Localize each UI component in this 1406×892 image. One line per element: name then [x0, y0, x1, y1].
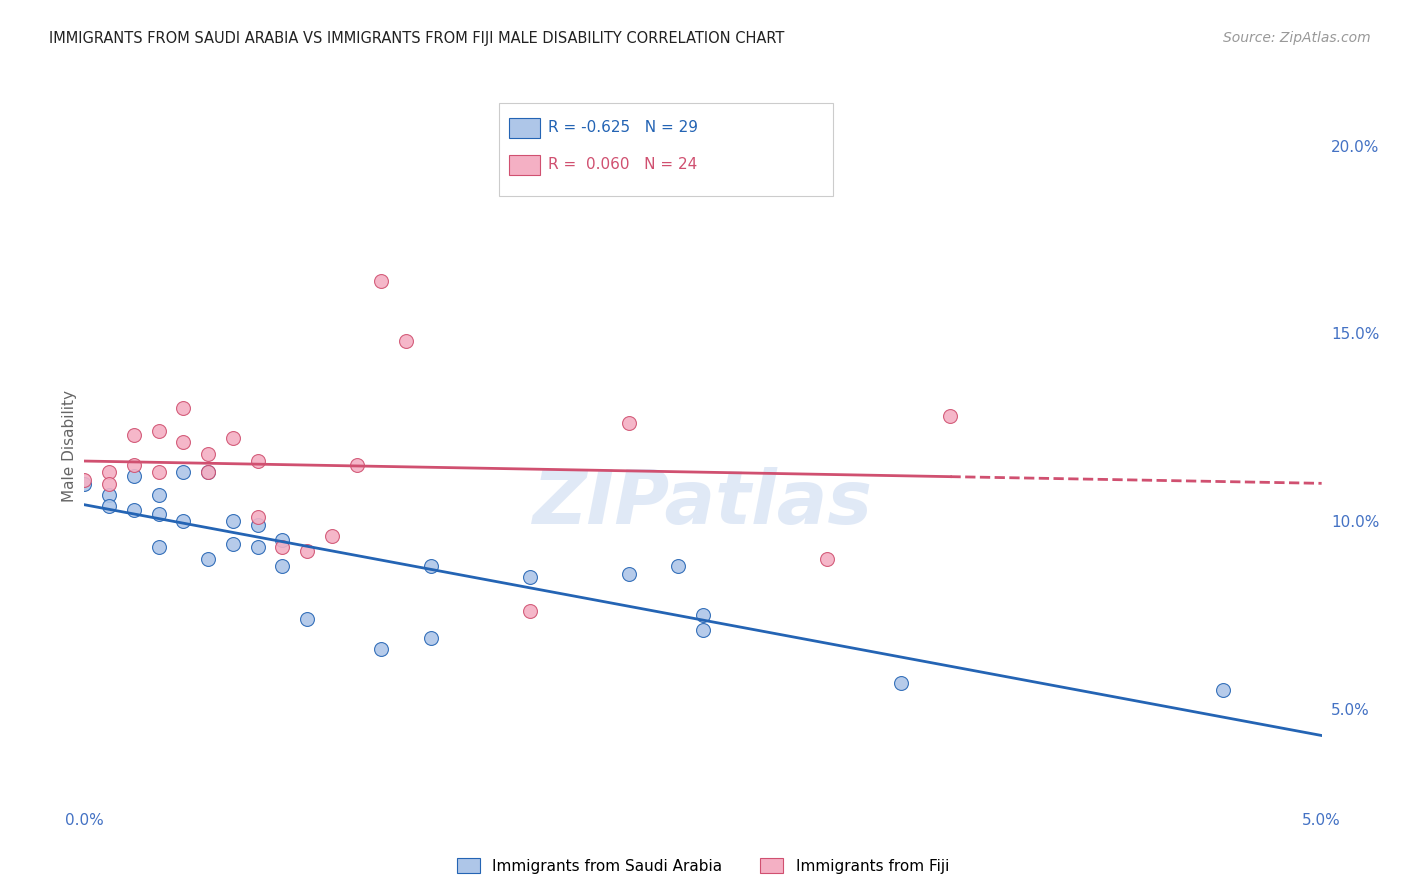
Point	[197, 465, 219, 479]
Point	[172, 401, 194, 416]
Point	[370, 641, 392, 656]
Point	[519, 570, 541, 584]
Point	[98, 465, 121, 479]
FancyBboxPatch shape	[499, 103, 832, 196]
Text: Source: ZipAtlas.com: Source: ZipAtlas.com	[1223, 31, 1371, 45]
Point	[692, 607, 714, 622]
Point	[295, 544, 318, 558]
Point	[148, 424, 170, 438]
Point	[692, 623, 714, 637]
Point	[148, 465, 170, 479]
Point	[197, 465, 219, 479]
Point	[222, 536, 245, 550]
Point	[98, 476, 121, 491]
Legend: Immigrants from Saudi Arabia, Immigrants from Fiji: Immigrants from Saudi Arabia, Immigrants…	[451, 852, 955, 880]
Point	[122, 427, 145, 442]
Point	[271, 533, 294, 547]
Point	[246, 517, 269, 532]
Point	[419, 631, 441, 645]
Point	[1212, 683, 1234, 698]
Point	[122, 503, 145, 517]
Point	[197, 446, 219, 460]
Point	[197, 551, 219, 566]
Point	[148, 541, 170, 555]
Point	[815, 551, 838, 566]
Point	[617, 417, 640, 431]
Point	[617, 566, 640, 581]
Point	[222, 514, 245, 528]
Text: IMMIGRANTS FROM SAUDI ARABIA VS IMMIGRANTS FROM FIJI MALE DISABILITY CORRELATION: IMMIGRANTS FROM SAUDI ARABIA VS IMMIGRAN…	[49, 31, 785, 46]
Point	[73, 476, 96, 491]
Point	[148, 507, 170, 521]
Point	[666, 559, 689, 574]
Point	[246, 454, 269, 468]
Point	[122, 469, 145, 483]
Point	[73, 473, 96, 487]
Point	[346, 458, 368, 472]
Point	[939, 409, 962, 423]
Point	[98, 488, 121, 502]
Point	[172, 435, 194, 450]
Point	[370, 274, 392, 288]
Point	[172, 514, 194, 528]
Text: R =  0.060   N = 24: R = 0.060 N = 24	[548, 157, 697, 171]
Point	[222, 432, 245, 446]
FancyBboxPatch shape	[509, 155, 540, 175]
Y-axis label: Male Disability: Male Disability	[62, 390, 77, 502]
Point	[271, 559, 294, 574]
Text: R = -0.625   N = 29: R = -0.625 N = 29	[548, 120, 699, 135]
Point	[172, 465, 194, 479]
Point	[890, 675, 912, 690]
Text: ZIPatlas: ZIPatlas	[533, 467, 873, 540]
Point	[295, 612, 318, 626]
Point	[122, 458, 145, 472]
Point	[271, 541, 294, 555]
Point	[246, 510, 269, 524]
Point	[246, 541, 269, 555]
Point	[519, 604, 541, 618]
Point	[98, 499, 121, 513]
Point	[395, 334, 418, 348]
FancyBboxPatch shape	[509, 118, 540, 137]
Point	[321, 529, 343, 543]
Point	[148, 488, 170, 502]
Point	[419, 559, 441, 574]
